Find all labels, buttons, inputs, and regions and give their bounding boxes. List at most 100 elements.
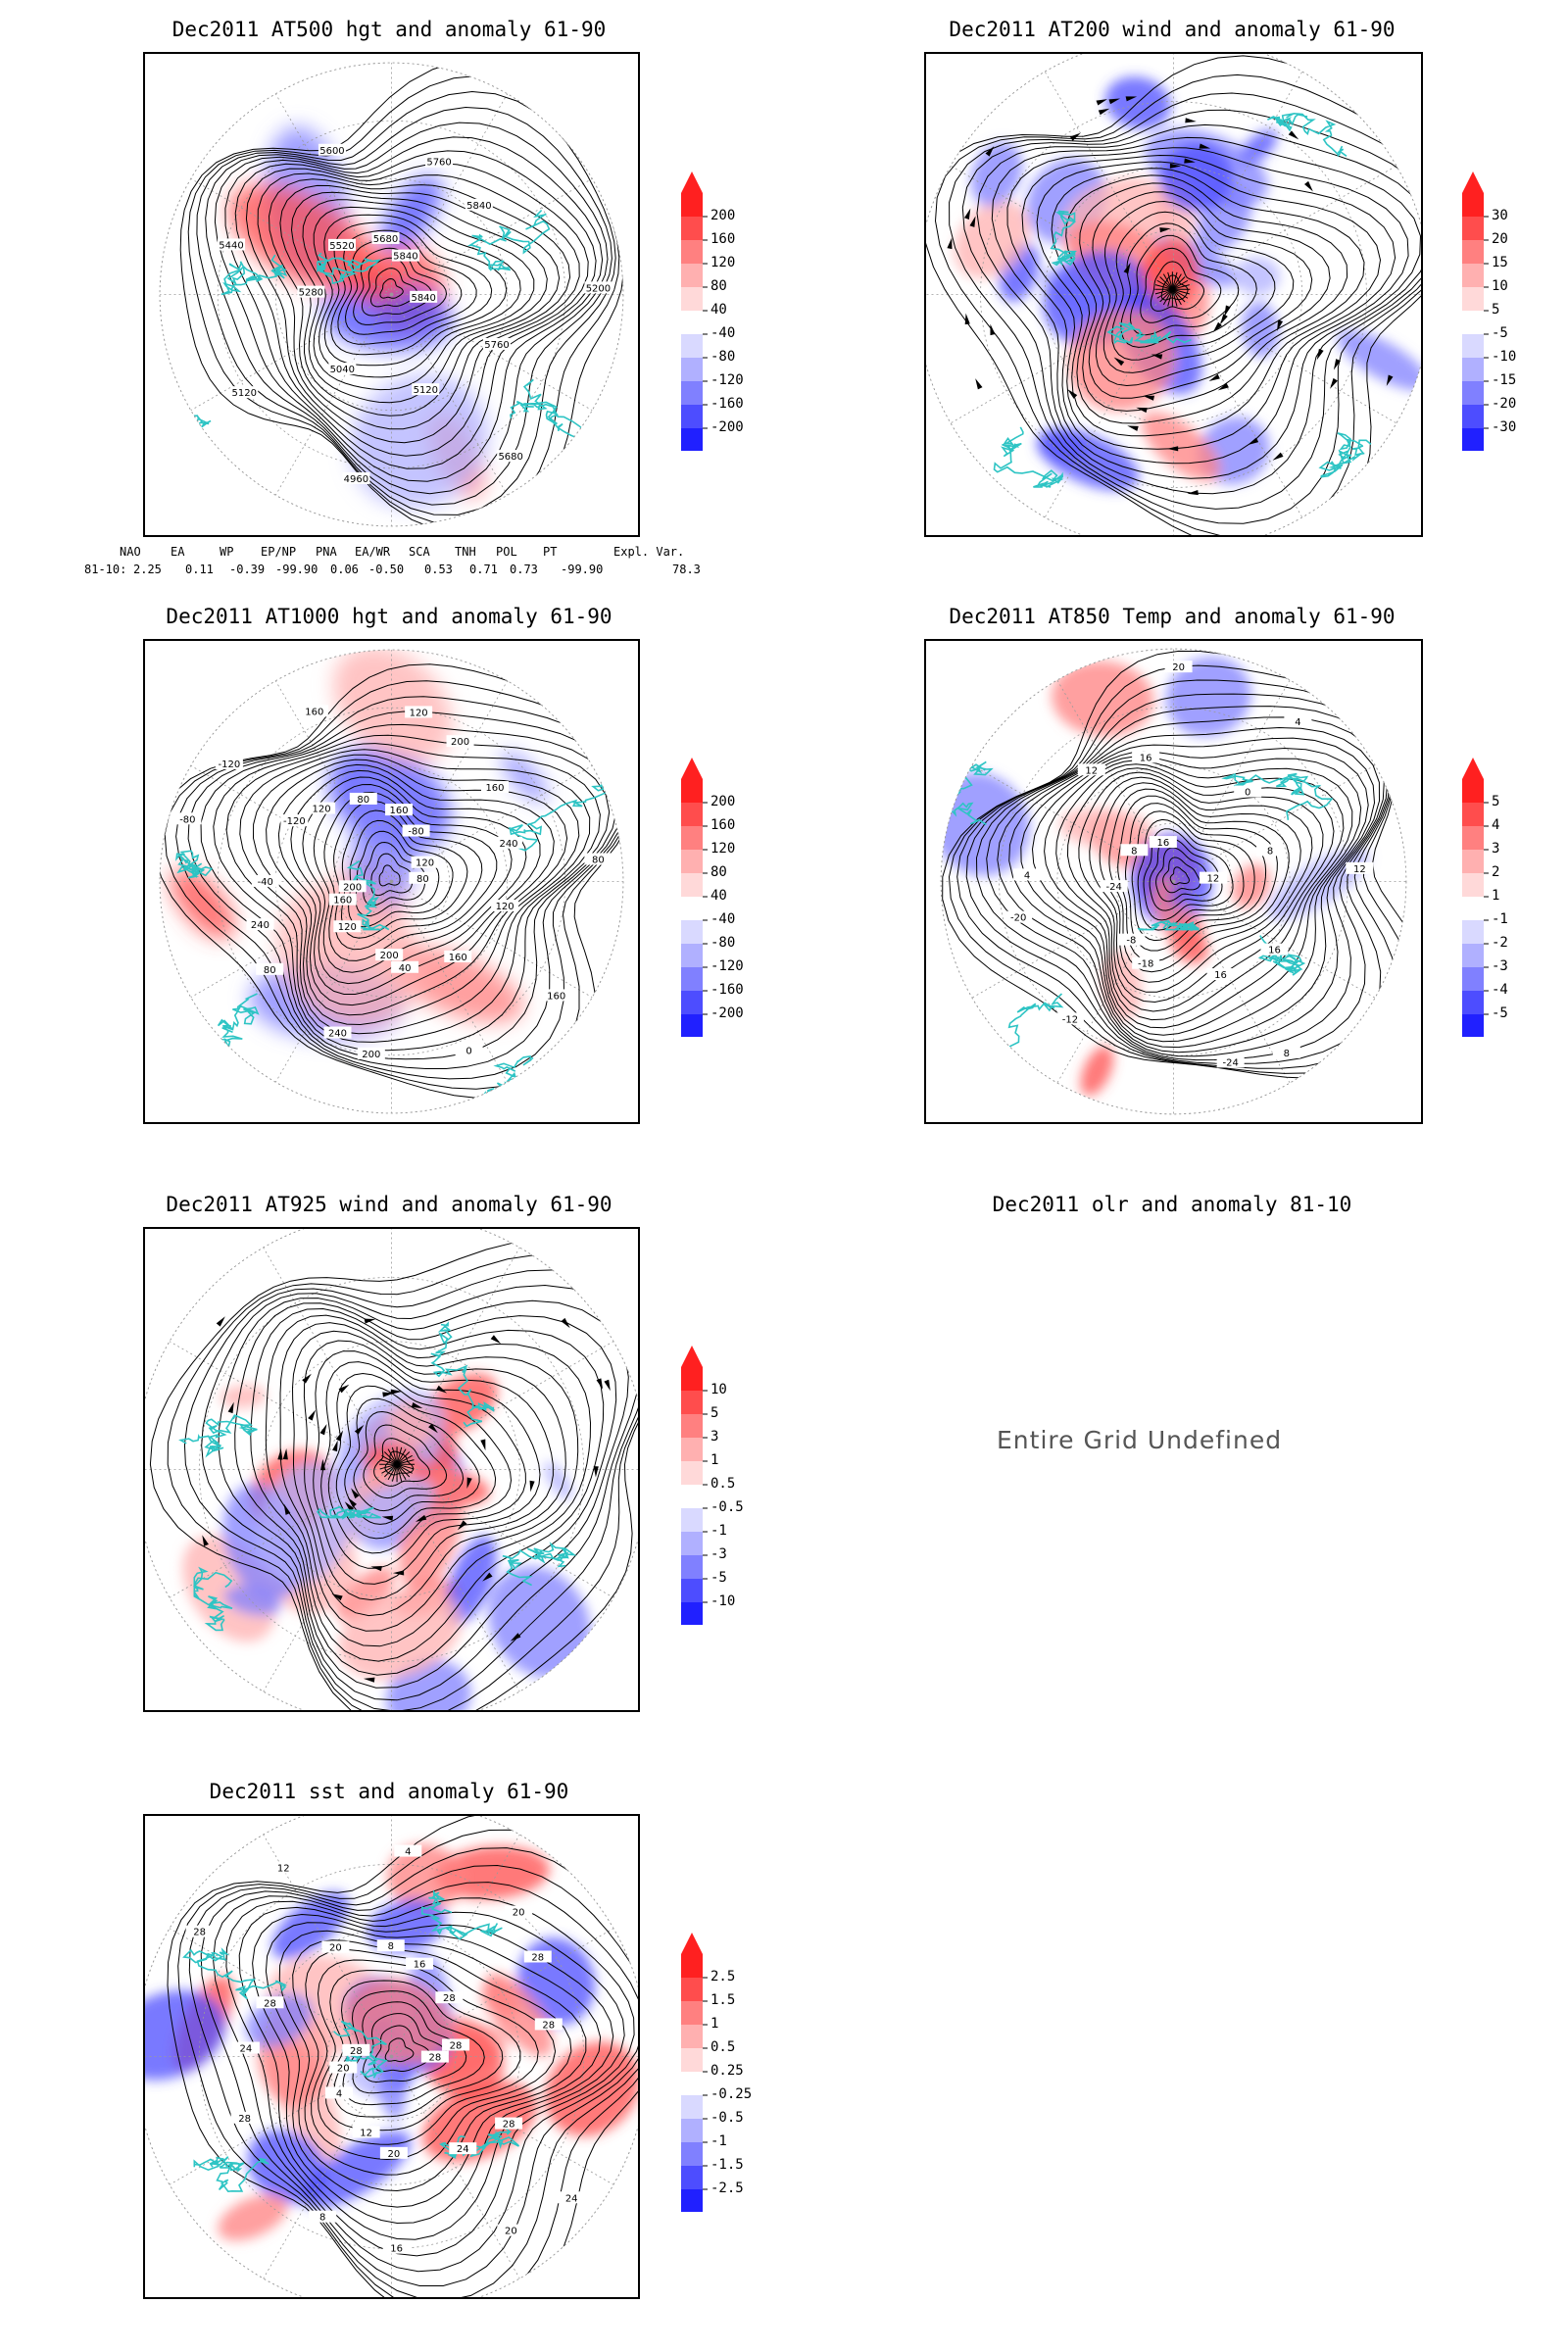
warm-anomaly xyxy=(332,650,453,763)
colorbar-segment xyxy=(1462,826,1484,850)
colorbar-at925: 10 5 3 1 0.5 -0.5 -1 -3 -5 -10 xyxy=(681,1346,808,1647)
map-graphic: 8012016016004020020024012080160240200-40… xyxy=(159,649,624,1114)
colorbar-graphic xyxy=(1462,172,1489,473)
wind-arrow xyxy=(216,1316,225,1327)
contour-label-bg xyxy=(382,2241,411,2254)
contour-line xyxy=(1092,191,1313,387)
contour-label: 160 xyxy=(485,783,504,794)
colorbar-segment xyxy=(681,1954,703,1978)
contour-line xyxy=(188,1847,638,2297)
contour-label: 5120 xyxy=(414,385,438,396)
colorbar-segment xyxy=(681,2095,703,2119)
contour-line xyxy=(201,1284,638,1701)
wind-arrow xyxy=(1159,227,1171,233)
contour-line xyxy=(1131,810,1255,942)
contour-label-bg xyxy=(251,874,279,887)
cool-anomaly xyxy=(224,1585,281,1616)
contour-label: 120 xyxy=(313,805,331,815)
teleconnection-row-label: 81-10: xyxy=(84,563,127,576)
contour-label: 12 xyxy=(1353,864,1366,875)
colorbar-tick-label: 5 xyxy=(710,1405,719,1421)
pole-streamline xyxy=(396,1464,407,1481)
cool-anomaly xyxy=(488,1566,591,1679)
colorbar-segment xyxy=(681,217,703,240)
wind-arrow xyxy=(382,1392,394,1397)
colorbar-tick-label: 80 xyxy=(710,864,727,880)
contour-line xyxy=(213,734,611,1052)
teleconnection-header: PNA xyxy=(316,545,337,559)
wind-arrow xyxy=(947,237,953,250)
contour-label-bg xyxy=(505,1905,533,1918)
contour-label: 12 xyxy=(360,2128,372,2138)
wind-arrow xyxy=(351,1488,360,1499)
contour-label-bg xyxy=(491,899,519,911)
contour-label: 16 xyxy=(1140,753,1152,763)
contour-label: 28 xyxy=(503,2120,515,2131)
colorbar-tick-label: 120 xyxy=(710,255,736,270)
meridian-line xyxy=(190,294,392,412)
contour-line xyxy=(1117,795,1278,962)
contour-label: -40 xyxy=(258,877,273,888)
contour-label-bg xyxy=(1100,880,1128,893)
contour-line xyxy=(370,853,414,897)
coastline xyxy=(466,209,551,271)
contour-label: 12 xyxy=(277,1864,290,1875)
cool-anomaly xyxy=(1234,257,1280,296)
contour-label: 28 xyxy=(350,2046,363,2057)
wind-arrow xyxy=(482,1572,493,1582)
teleconnection-value: 0.11 xyxy=(185,563,214,576)
pole-streamline xyxy=(396,1459,415,1465)
colorbar-segment xyxy=(1462,920,1484,944)
contour-label-bg xyxy=(328,893,357,906)
contour-line xyxy=(956,679,1397,1069)
contour-line xyxy=(1150,261,1205,312)
contour-line xyxy=(353,1410,465,1512)
wind-arrow xyxy=(457,1520,467,1531)
wind-arrow xyxy=(428,1423,438,1434)
teleconnection-value: -99.90 xyxy=(275,563,318,576)
map-at850: 12 16 8 16 -24 -18 -12 -8 -20 -24 4 8 12 16 16 20 0 4 8 12 xyxy=(924,639,1423,1124)
colorbar-tick-label: 1 xyxy=(710,1452,719,1468)
contour-label: 120 xyxy=(338,922,357,933)
wind-arrow xyxy=(354,1424,365,1435)
contour-line xyxy=(373,1438,430,1487)
colorbar-tick-label: 10 xyxy=(1492,278,1508,294)
meridian-line xyxy=(391,1469,520,1692)
colorbar-segment xyxy=(681,944,703,967)
colorbar-tick-label: 2 xyxy=(1492,864,1500,880)
wind-arrow xyxy=(227,1401,234,1414)
colorbar-segment xyxy=(681,358,703,381)
pole-streamline xyxy=(396,1454,413,1465)
colorbar-at200: 30 20 15 10 5 -5 -10 -15 -20 -30 xyxy=(1462,172,1560,473)
colorbar-tick-label: -5 xyxy=(1492,1005,1508,1021)
meridian-line xyxy=(950,165,1174,295)
wind-arrow xyxy=(1304,180,1313,192)
meridian-line xyxy=(950,294,1174,424)
warm-anomaly xyxy=(484,1973,554,2057)
contour-label-group: 12 16 8 16 -24 -18 -12 -8 -20 -24 4 8 12 16 16 20 0 4 8 12 xyxy=(1004,661,1374,1068)
pole-streamline xyxy=(1172,288,1189,299)
contour-line xyxy=(225,743,601,1043)
colorbar-segment xyxy=(681,2025,703,2048)
coastline xyxy=(972,993,1064,1075)
cool-anomaly xyxy=(350,374,488,508)
meridian-line xyxy=(1044,294,1174,518)
contour-label: 28 xyxy=(264,1998,276,2009)
pole-streamline xyxy=(1171,289,1178,307)
graticule xyxy=(940,648,1407,1115)
wind-arrow xyxy=(1316,348,1324,361)
contour-line xyxy=(997,726,1381,1054)
contour-label: 240 xyxy=(328,1029,347,1040)
contour-label: 5600 xyxy=(319,146,344,157)
coastline xyxy=(317,252,381,285)
wind-arrow xyxy=(1127,425,1139,431)
pole-streamline xyxy=(1162,273,1173,290)
warm-anomaly xyxy=(170,867,235,940)
contour-label: 24 xyxy=(457,2144,469,2155)
contour-line xyxy=(1078,771,1324,1004)
contour-line xyxy=(330,221,493,356)
meridian-line xyxy=(391,1834,520,2057)
contour-label-bg xyxy=(391,249,419,262)
contour-line xyxy=(1155,847,1212,903)
